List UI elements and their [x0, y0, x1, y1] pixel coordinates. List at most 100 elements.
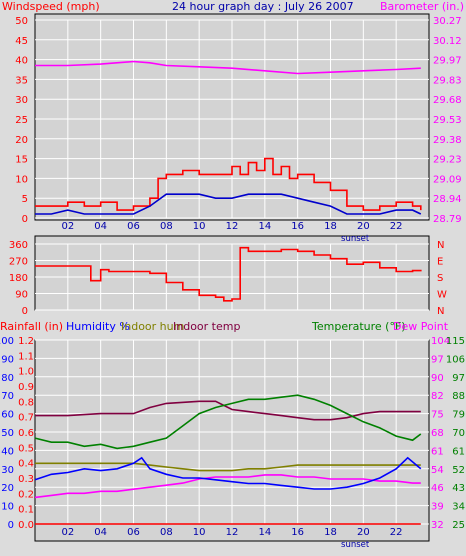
rainfall-axis-label: Rainfall (in) — [0, 320, 63, 333]
wind-axis-label: Windspeed (mph) — [2, 0, 100, 13]
wind-tick-label: 35 — [15, 75, 28, 86]
compass-tick-label: W — [437, 290, 447, 301]
humidity-tick-label: 10 — [1, 502, 14, 513]
wind-tick-label: 45 — [15, 36, 28, 47]
x-tick-label: 10 — [193, 527, 206, 538]
x-tick-label: 16 — [291, 527, 304, 538]
wind-tick-label: 5 — [22, 194, 28, 205]
barometer-tick-label: 28.79 — [433, 214, 462, 225]
dewpoint-tick-label: 39 — [431, 502, 444, 513]
x-tick-label: 08 — [160, 527, 173, 538]
x-tick-label: 06 — [127, 221, 140, 232]
rain-tick-label: 1.1 — [18, 351, 34, 362]
wind-tick-label: 25 — [15, 115, 28, 126]
barometer-tick-label: 29.97 — [433, 56, 462, 67]
dewpoint-tick-label: 97 — [431, 354, 444, 365]
rain-tick-label: 0.9 — [18, 382, 34, 393]
rain-tick-label: 0.3 — [18, 474, 34, 485]
wind-tick-label: 40 — [15, 56, 28, 67]
x-tick-label: 18 — [324, 527, 337, 538]
graph-title: 24 hour graph day : July 26 2007 — [172, 0, 354, 13]
x-tick-label: 04 — [94, 221, 107, 232]
humidity-tick-label: 40 — [1, 446, 14, 457]
x-tick-label: 18 — [324, 221, 337, 232]
temp-tick-label: 52 — [452, 465, 465, 476]
windspeed-line — [35, 157, 422, 211]
temp-tick-label: 25 — [452, 520, 465, 531]
humidity-tick-label: 70 — [1, 391, 14, 402]
humidity-tick-label: 0 — [8, 520, 14, 531]
dewpoint-tick-label: 61 — [431, 446, 444, 457]
x-tick-label: 02 — [61, 527, 74, 538]
dewpoint-tick-label: 54 — [431, 465, 444, 476]
rain-tick-label: 0.2 — [18, 489, 34, 500]
wind-tick-label: 30 — [15, 95, 28, 106]
humidity-tick-label: 100 — [0, 336, 14, 347]
barometer-tick-label: 28.94 — [433, 194, 462, 205]
dew-point-axis-label: Dew Point — [393, 320, 449, 333]
rain-tick-label: 0.6 — [18, 428, 34, 439]
x-tick-label: 12 — [226, 221, 239, 232]
rain-tick-label: 0.4 — [18, 459, 34, 470]
x-tick-label: 20 — [357, 527, 370, 538]
rain-tick-label: 0.0 — [18, 520, 34, 531]
x-tick-label: 22 — [390, 527, 403, 538]
barometer-tick-label: 29.68 — [433, 95, 462, 106]
wind-tick-label: 20 — [15, 135, 28, 146]
barometer-axis-label: Barometer (in.) — [380, 0, 464, 13]
compass-tick-label: S — [437, 273, 443, 284]
temperature-axis-label: Temperature (°F) — [311, 320, 406, 333]
temperature-line — [34, 394, 422, 450]
dewpoint-tick-label: 82 — [431, 391, 444, 402]
humidity-tick-label: 50 — [1, 428, 14, 439]
humidity-tick-label: 90 — [1, 354, 14, 365]
temp-tick-label: 61 — [452, 446, 465, 457]
barometer-tick-label: 29.38 — [433, 135, 462, 146]
humidity-tick-label: 20 — [1, 483, 14, 494]
direction-tick-label: 360 — [9, 240, 28, 251]
x-tick-label: 08 — [160, 221, 173, 232]
compass-tick-label: E — [437, 257, 443, 268]
wind-tick-label: 15 — [15, 155, 28, 166]
x-tick-label: 20 — [357, 221, 370, 232]
rain-tick-label: 0.8 — [18, 397, 34, 408]
barometer-tick-label: 30.12 — [433, 36, 462, 47]
x-tick-label: 12 — [226, 527, 239, 538]
sunset-marker: sunset — [341, 234, 370, 244]
compass-tick-label: N — [437, 240, 444, 251]
direction-tick-label: 90 — [15, 290, 28, 301]
dewpoint-tick-label: 104 — [431, 336, 450, 347]
indoor-humidity-line — [35, 462, 421, 472]
rain-tick-label: 0.1 — [18, 505, 34, 516]
avg-wind-line — [35, 193, 422, 215]
temp-tick-label: 115 — [446, 336, 465, 347]
wind-tick-label: 50 — [15, 16, 28, 27]
humidity-axis-label: Humidity % — [66, 320, 130, 333]
rain-tick-label: 0.5 — [18, 443, 34, 454]
indoor-temp-line — [35, 400, 421, 421]
temp-tick-label: 79 — [452, 410, 465, 421]
barometer-line — [35, 60, 421, 75]
dewpoint-tick-label: 68 — [431, 428, 444, 439]
rain-tick-label: 1.2 — [18, 336, 34, 347]
barometer-tick-label: 29.09 — [433, 174, 462, 185]
humidity-line — [34, 456, 422, 490]
indoor-temp-label: Indoor temp — [173, 320, 240, 333]
temp-tick-label: 34 — [452, 502, 465, 513]
dewpoint-tick-label: 75 — [431, 410, 444, 421]
chart-marks: 0 5 10 15 20 25 30 35 40 45 50 28.79 28.94 29.09 29.23… — [0, 16, 465, 550]
temp-tick-label: 106 — [446, 354, 465, 365]
dewpoint-tick-label: 46 — [431, 483, 444, 494]
x-tick-label: 22 — [390, 221, 403, 232]
barometer-tick-label: 29.53 — [433, 115, 462, 126]
temp-tick-label: 43 — [452, 483, 465, 494]
barometer-tick-label: 29.23 — [433, 155, 462, 166]
x-tick-label: 10 — [193, 221, 206, 232]
wind-direction-line — [35, 246, 422, 302]
x-tick-label: 04 — [94, 527, 107, 538]
temp-tick-label: 70 — [452, 428, 465, 439]
indoor-hum-label: Indoor hum — [121, 320, 184, 333]
temp-tick-label: 97 — [452, 373, 465, 384]
